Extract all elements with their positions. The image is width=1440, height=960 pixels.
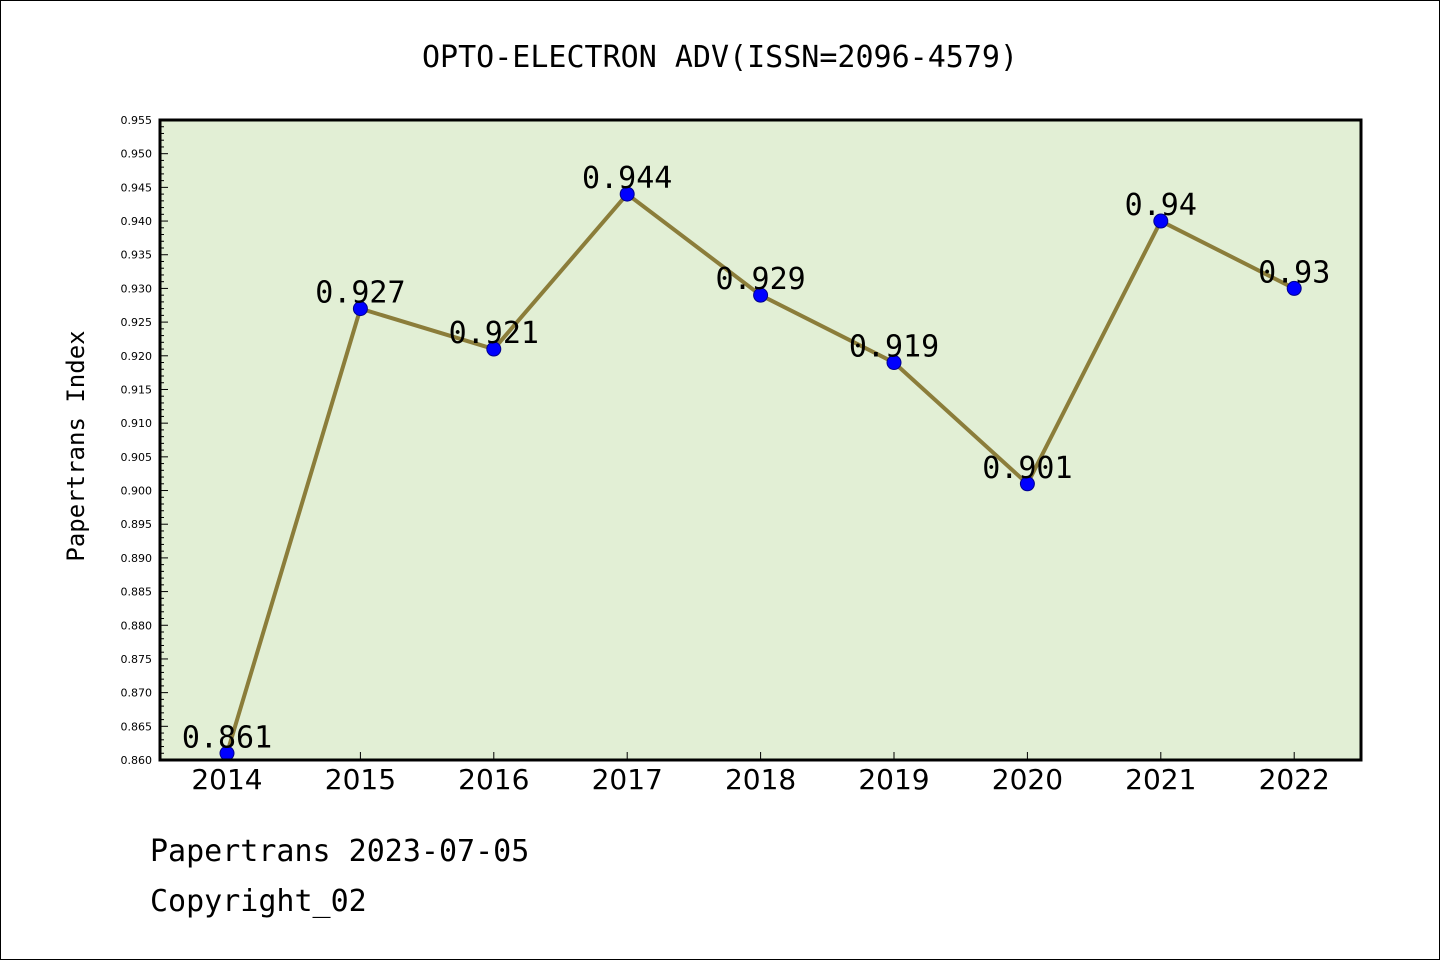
chart-title: OPTO-ELECTRON ADV(ISSN=2096-4579) (422, 40, 1018, 75)
x-tick-label: 2022 (1259, 763, 1330, 796)
x-axis: 2014 2015 2016 2017 2018 2019 2020 2021 2022 (191, 752, 1330, 796)
y-tick-label: 0.905 (121, 451, 153, 464)
data-point (486, 341, 502, 357)
y-tick-label: 0.890 (121, 552, 153, 565)
y-tick-label: 0.910 (121, 417, 153, 430)
plot-border (158, 118, 1363, 762)
data-point (753, 287, 769, 303)
x-tick-label: 2020 (992, 763, 1063, 796)
data-point (1019, 476, 1035, 492)
data-point (352, 301, 368, 317)
data-label: 0.93 (1258, 255, 1330, 290)
series-layer (219, 186, 1302, 761)
footer-date: Papertrans 2023-07-05 (150, 834, 530, 869)
y-tick-label: 0.940 (121, 215, 153, 228)
y-tick-label: 0.885 (121, 586, 153, 599)
x-tick-label: 2015 (325, 763, 396, 796)
data-label: 0.921 (449, 316, 539, 351)
x-tick-label: 2017 (592, 763, 663, 796)
y-tick-label: 0.865 (121, 720, 153, 733)
data-label: 0.901 (982, 451, 1072, 486)
y-tick-label: 0.895 (121, 518, 153, 531)
y-tick-label: 0.860 (121, 754, 153, 767)
data-point (1286, 280, 1302, 296)
data-label: 0.927 (315, 276, 405, 311)
data-point (619, 186, 635, 202)
footer-copyright: Copyright_02 (150, 884, 367, 919)
y-tick-label: 0.920 (121, 350, 153, 363)
data-label: 0.944 (582, 161, 672, 196)
y-tick-label: 0.930 (121, 282, 153, 295)
data-label: 0.929 (715, 262, 805, 297)
y-tick-label: 0.915 (121, 383, 153, 396)
y-tick-label: 0.870 (121, 687, 153, 700)
y-tick-label: 0.925 (121, 316, 153, 329)
y-tick-label: 0.900 (121, 485, 153, 498)
data-label: 0.919 (849, 330, 939, 365)
y-axis: 0.860 0.865 0.870 0.875 0.880 0.885 0.890 0.895… (121, 114, 168, 767)
data-label: 0.861 (182, 720, 272, 755)
data-labels: 0.861 0.927 0.921 0.944 0.929 0.919 0.901 0.94 0… (182, 161, 1330, 755)
x-tick-label: 2014 (191, 763, 262, 796)
data-point (886, 355, 902, 371)
x-tick-label: 2016 (458, 763, 529, 796)
y-tick-label: 0.880 (121, 619, 153, 632)
y-tick-label: 0.950 (121, 148, 153, 161)
x-tick-label: 2018 (725, 763, 796, 796)
y-tick-label: 0.935 (121, 249, 153, 262)
y-tick-label: 0.945 (121, 181, 153, 194)
y-tick-label: 0.875 (121, 653, 153, 666)
x-tick-label: 2019 (858, 763, 929, 796)
x-tick-label: 2021 (1125, 763, 1196, 796)
y-tick-label: 0.955 (121, 114, 153, 127)
y-axis-label: Papertrans Index (62, 330, 90, 561)
data-label: 0.94 (1125, 188, 1197, 223)
data-point (1153, 213, 1169, 229)
